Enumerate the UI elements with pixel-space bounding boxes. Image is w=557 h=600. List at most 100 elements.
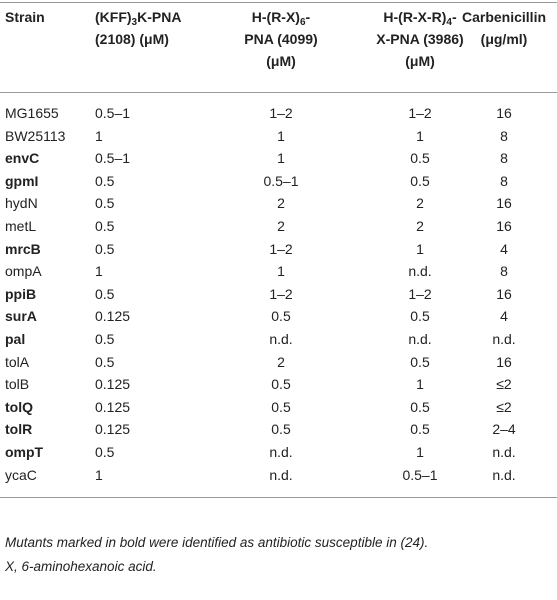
cell: n.d. xyxy=(408,263,432,280)
header-text: PNA (4099) xyxy=(244,31,318,47)
cell: 0.5 xyxy=(95,172,115,189)
header-text: (μg/ml) xyxy=(480,31,528,47)
cell: 0.5–1 xyxy=(95,150,131,167)
cell: 16 xyxy=(496,195,512,212)
cell: n.d. xyxy=(269,444,293,460)
header-rule xyxy=(0,92,557,93)
cell: 1 xyxy=(416,127,424,144)
header-text: - xyxy=(451,9,457,25)
strain: hydN xyxy=(5,195,38,212)
cell: 1 xyxy=(95,127,103,144)
cell: 0.5 xyxy=(410,308,430,325)
header-text: (KFF) xyxy=(95,9,132,25)
cell: 16 xyxy=(496,353,512,370)
footnote: Mutants marked in bold were identified a… xyxy=(5,535,429,550)
header-text: (2108) (μM) xyxy=(95,31,169,47)
strain: tolA xyxy=(5,353,30,370)
cell: 1–2 xyxy=(408,285,432,302)
strain: MG1655 xyxy=(5,105,59,121)
cell: 1 xyxy=(95,263,103,280)
cell: 0.5 xyxy=(410,398,430,415)
cell: 0.5 xyxy=(410,353,430,370)
footnote: X, 6-aminohexanoic acid. xyxy=(5,559,157,574)
header-line: Carbenicillin xyxy=(404,8,557,26)
cell: 0.5 xyxy=(410,421,430,438)
cell: 0.5–1 xyxy=(402,466,438,483)
cell: 8 xyxy=(500,127,508,144)
cell: n.d. xyxy=(269,331,293,347)
cell: 0.5 xyxy=(271,308,291,325)
strain: ppiB xyxy=(5,285,37,302)
header-line: H-(R-X-R)4- xyxy=(320,8,520,28)
cell: 2 xyxy=(416,218,424,234)
cell: 1 xyxy=(277,127,285,144)
cell: 0.5 xyxy=(95,240,115,257)
header-text: Carbenicillin xyxy=(461,9,547,25)
cell: 0.5 xyxy=(410,172,430,189)
strain: tolR xyxy=(5,421,33,438)
cell: 1–2 xyxy=(269,105,293,121)
strain: metL xyxy=(5,218,37,234)
header-text: K-PNA xyxy=(137,9,182,25)
cell: 8 xyxy=(500,172,508,189)
cell: 0.5 xyxy=(95,444,115,460)
cell: 4 xyxy=(500,240,508,257)
cell: 2 xyxy=(277,195,285,212)
cell: 0.5 xyxy=(271,398,291,415)
strain: ompA xyxy=(5,263,42,280)
header-text: Strain xyxy=(5,9,45,25)
cell: 1 xyxy=(277,263,285,280)
header-line: (μg/ml) xyxy=(404,30,557,48)
cell: 4 xyxy=(500,308,508,325)
cell: 0.5 xyxy=(95,285,115,302)
cell: 0.5 xyxy=(95,218,115,234)
strain: ompT xyxy=(5,444,44,460)
strain: tolB xyxy=(5,376,30,393)
header-text: H-(R-X) xyxy=(251,9,300,25)
cell: 2 xyxy=(277,353,285,370)
cell: 1–2 xyxy=(408,105,432,121)
header-text: - xyxy=(305,9,311,25)
header-text: 6 xyxy=(299,17,306,28)
cell: 16 xyxy=(496,105,512,121)
bottom-rule xyxy=(0,497,557,498)
cell: n.d. xyxy=(492,444,516,460)
cell: 1–2 xyxy=(269,240,293,257)
cell: 0.125 xyxy=(95,398,131,415)
cell: 8 xyxy=(500,150,508,167)
cell: 1 xyxy=(416,240,424,257)
header-line: H-(R-X)6- xyxy=(181,8,381,28)
cell: ≤2 xyxy=(496,376,512,393)
cell: 0.5–1 xyxy=(95,105,131,121)
header-text: H-(R-X-R) xyxy=(383,9,447,25)
header-line: X-PNA (3986) xyxy=(320,30,520,48)
top-rule xyxy=(0,2,557,3)
cell: ≤2 xyxy=(496,398,512,415)
cell: n.d. xyxy=(408,331,432,347)
cell: 0.5–1 xyxy=(263,172,299,189)
cell: 0.5 xyxy=(95,331,115,347)
header-line: (2108) (μM) xyxy=(95,30,169,48)
cell: 1 xyxy=(416,376,424,393)
cell: 0.125 xyxy=(95,376,131,393)
cell: 0.5 xyxy=(410,150,430,167)
cell: n.d. xyxy=(269,466,293,483)
strain: surA xyxy=(5,308,37,325)
cell: 16 xyxy=(496,218,512,234)
cell: 2–4 xyxy=(492,421,516,438)
cell: 1 xyxy=(416,444,424,460)
cell: 1 xyxy=(95,466,103,483)
header-text: 3 xyxy=(131,17,138,28)
cell: 2 xyxy=(277,218,285,234)
cell: 0.125 xyxy=(95,308,131,325)
strain: BW25113 xyxy=(5,127,66,144)
strain: ycaC xyxy=(5,466,37,483)
cell: 0.5 xyxy=(95,353,115,370)
header-line: Strain xyxy=(5,8,45,26)
cell: 2 xyxy=(416,195,424,212)
cell: 0.125 xyxy=(95,421,131,438)
header-line: (μM) xyxy=(320,52,520,70)
cell: 1–2 xyxy=(269,285,293,302)
cell: n.d. xyxy=(492,466,516,483)
